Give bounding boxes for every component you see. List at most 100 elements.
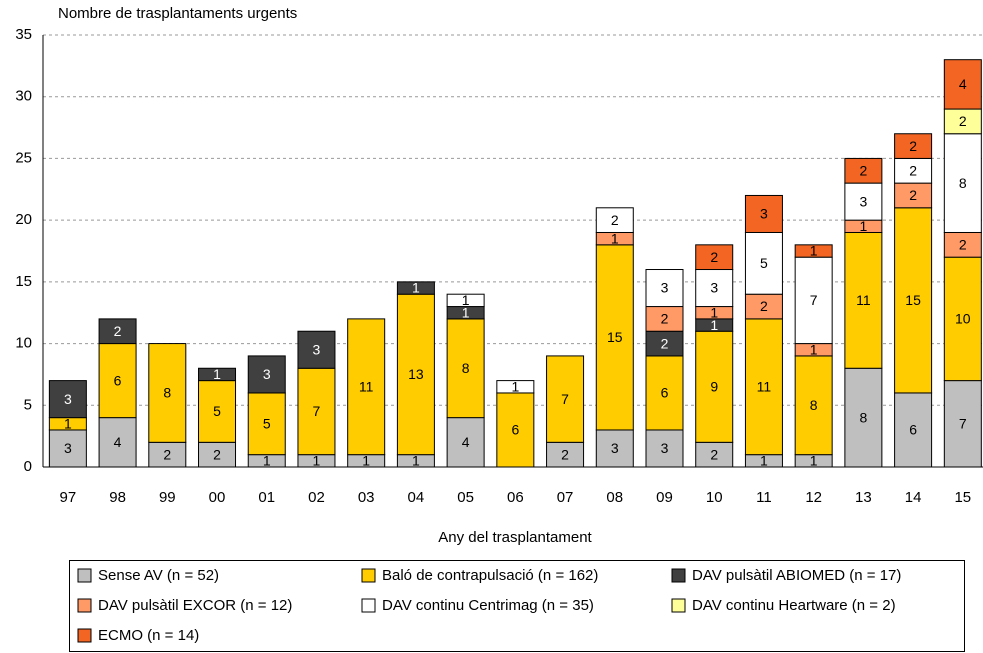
data-label: 3 xyxy=(661,280,669,296)
bar-segment xyxy=(446,318,485,419)
data-label: 1 xyxy=(213,366,221,382)
x-tick-label: 10 xyxy=(706,489,723,506)
x-tick-label: 06 xyxy=(507,489,524,506)
data-label: 1 xyxy=(313,453,321,469)
data-label: 15 xyxy=(905,292,921,308)
data-label: 2 xyxy=(710,446,718,462)
bar-segment xyxy=(645,429,684,468)
data-label: 7 xyxy=(959,416,967,432)
bar-segment xyxy=(396,281,435,295)
legend-swatch xyxy=(361,568,376,583)
data-label: 6 xyxy=(661,385,669,401)
bar-segment xyxy=(546,441,585,468)
data-label: 1 xyxy=(810,341,818,357)
x-tick-label: 07 xyxy=(557,489,574,506)
bar-segment xyxy=(794,355,833,456)
y-tick-label: 25 xyxy=(15,149,32,166)
x-tick-label: 03 xyxy=(358,489,375,506)
bar-segment xyxy=(894,133,933,159)
data-label: 6 xyxy=(511,422,519,438)
y-axis-title: Nombre de trasplantaments urgents xyxy=(58,5,297,22)
x-tick-label: 09 xyxy=(656,489,673,506)
data-label: 8 xyxy=(462,360,470,376)
data-label: 2 xyxy=(114,323,122,339)
bar-segment xyxy=(645,355,684,431)
data-label: 2 xyxy=(611,212,619,228)
bar-segment xyxy=(347,318,386,456)
data-label: 2 xyxy=(661,311,669,327)
data-label: 3 xyxy=(64,391,72,407)
y-tick-label: 10 xyxy=(15,335,32,352)
x-tick-label: 01 xyxy=(258,489,275,506)
data-label: 9 xyxy=(710,378,718,394)
bar-segment xyxy=(247,355,286,394)
bar-segment xyxy=(695,244,734,271)
data-label: 5 xyxy=(263,416,271,432)
x-tick-label: 05 xyxy=(457,489,474,506)
data-label: 2 xyxy=(909,162,917,178)
data-label: 3 xyxy=(760,206,768,222)
x-tick-label: 12 xyxy=(805,489,822,506)
data-label: 1 xyxy=(710,304,718,320)
bar-segment xyxy=(148,343,187,443)
data-label: 1 xyxy=(462,292,470,308)
y-tick-label: 0 xyxy=(24,458,32,475)
data-label: 2 xyxy=(661,335,669,351)
bar-segment xyxy=(695,269,734,308)
data-label: 1 xyxy=(263,453,271,469)
data-label: 8 xyxy=(810,397,818,413)
bar-segment xyxy=(943,256,982,382)
bar-segment xyxy=(645,306,684,332)
bar-segment xyxy=(695,441,734,468)
bar-segment xyxy=(247,392,286,456)
data-label: 11 xyxy=(856,292,871,308)
bar-segment xyxy=(645,269,684,308)
data-label: 11 xyxy=(757,378,772,394)
y-tick-label: 20 xyxy=(15,211,32,228)
data-label: 1 xyxy=(412,280,420,296)
data-label: 1 xyxy=(760,453,768,469)
x-tick-label: 04 xyxy=(408,489,425,506)
data-label: 1 xyxy=(362,453,370,469)
data-label: 10 xyxy=(955,311,971,327)
data-label: 1 xyxy=(64,416,72,432)
bar-segment xyxy=(744,194,783,233)
data-label: 7 xyxy=(561,391,569,407)
x-tick-label: 99 xyxy=(159,489,176,506)
bar-segment xyxy=(595,429,634,468)
data-label: 1 xyxy=(611,230,619,246)
bar-segment xyxy=(396,293,435,456)
bar-segment xyxy=(844,157,883,184)
data-label: 8 xyxy=(163,385,171,401)
y-tick-label: 5 xyxy=(24,396,32,413)
bar-segment xyxy=(744,231,783,295)
bar-segment xyxy=(894,207,933,394)
bar-segment xyxy=(844,182,883,221)
bar-segment xyxy=(148,441,187,468)
y-tick-label: 35 xyxy=(15,26,32,43)
data-label: 3 xyxy=(710,280,718,296)
data-label: 2 xyxy=(959,113,967,129)
bar-segment xyxy=(595,207,634,233)
data-label: 2 xyxy=(859,162,867,178)
x-tick-label: 02 xyxy=(308,489,325,506)
bar-segment xyxy=(446,293,485,308)
data-label: 1 xyxy=(810,453,818,469)
bar-segment xyxy=(894,392,933,468)
data-label: 2 xyxy=(909,187,917,203)
legend-swatch xyxy=(77,628,92,643)
data-label: 3 xyxy=(661,440,669,456)
bar-segment xyxy=(894,182,933,209)
data-label: 2 xyxy=(213,446,221,462)
x-axis-title: Any del trasplantament xyxy=(438,529,592,546)
bar-segment xyxy=(446,417,485,468)
bar-segment xyxy=(98,318,137,345)
x-tick-label: 00 xyxy=(209,489,226,506)
data-label: 6 xyxy=(909,422,917,438)
data-label: 4 xyxy=(959,76,967,92)
x-tick-label: 13 xyxy=(855,489,872,506)
bar-segment xyxy=(744,293,783,320)
y-tick-label: 30 xyxy=(15,88,32,105)
bar-segment xyxy=(496,392,535,468)
